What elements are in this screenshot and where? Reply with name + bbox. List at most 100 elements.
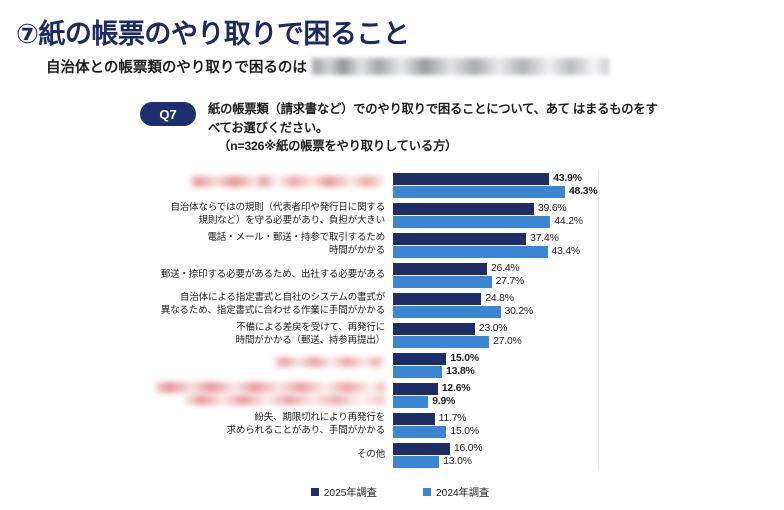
bar-2025 — [393, 232, 527, 245]
bar-2025 — [393, 262, 487, 275]
bar-row: 12.6% 9.9% — [140, 380, 660, 410]
bar-2025 — [393, 292, 482, 305]
legend-item[interactable]: 2025年調査 — [310, 484, 377, 499]
bar-value-label: 23.0% — [478, 323, 508, 335]
bar-group: 15.0% 13.8% — [393, 350, 660, 380]
chart-legend: 2025年調査 2024年調査 — [140, 484, 660, 499]
bar-row: 不備による差戻を受けて、再発行に 時間がかかる（郵送、持参再提出） 23.0% 27.… — [140, 320, 660, 350]
legend-item[interactable]: 2024年調査 — [423, 484, 489, 499]
bar-group: 39.6% 44.2% — [393, 200, 660, 230]
bar-line: 48.3% — [393, 185, 660, 198]
bar-line: 11.7% — [393, 412, 660, 425]
bar-line: 26.4% — [393, 262, 660, 275]
bar-line: 12.6% — [393, 382, 660, 395]
question-line-1: 紙の帳票類（請求書など）でのやり取りで困ることについて、あて — [208, 102, 570, 116]
bar-line: 24.8% — [393, 292, 660, 305]
bar-2025 — [393, 412, 435, 425]
bar-row: 15.0% 13.8% — [140, 350, 660, 380]
bar-row: 電話・メール・郵送・持参で取引するため 時間がかかる 37.4% 43.4% — [140, 230, 660, 260]
bar-group: 11.7% 15.0% — [393, 410, 660, 440]
bar-2025 — [393, 382, 438, 395]
bar-value-label: 15.0% — [450, 426, 479, 438]
legend-swatch-icon — [423, 487, 431, 496]
question-block: Q7 紙の帳票類（請求書など）でのやり取りで困ることについて、あて はまるものを… — [140, 92, 660, 156]
bar-2024 — [393, 185, 565, 198]
bar-2025 — [393, 442, 450, 455]
bar-line: 27.7% — [393, 275, 660, 288]
bar-group: 26.4% 27.7% — [393, 260, 660, 290]
page-title: ⑦紙の帳票のやり取りで困ること — [16, 19, 410, 49]
bar-row: 43.9% 48.3% — [140, 170, 660, 200]
bar-line: 15.0% — [393, 425, 660, 438]
bar-chart-plot: 43.9% 48.3% 自治体ならではの規則（代表者印や発行日に関する 規則など）を守… — [140, 170, 660, 471]
question-line-2: はまるものをすべてお選びください。 — [208, 102, 658, 135]
bar-2024 — [393, 305, 501, 318]
bar-line: 43.9% — [393, 172, 660, 185]
legend-label: 2024年調査 — [436, 488, 490, 500]
bar-row-label: 紛失、期限切れにより再発行を 求められることがあり、手間がかかる — [140, 412, 393, 437]
subtitle-visible-text: 自治体との帳票類のやり取りで困るのは — [46, 60, 307, 76]
bar-line: 39.6% — [393, 202, 660, 215]
bar-2024 — [393, 455, 440, 468]
legend-swatch-icon — [310, 487, 319, 496]
bar-value-label: 43.4% — [551, 246, 581, 258]
redaction-block — [273, 357, 385, 368]
bar-row: 紛失、期限切れにより再発行を 求められることがあり、手間がかかる 11.7% 15.0… — [140, 410, 660, 440]
bar-row: 自治体による指定書式と自社のシステムの書式が 異なるため、指定書式に合わせる作業に… — [140, 290, 660, 320]
bar-value-label: 43.9% — [553, 173, 582, 185]
bar-row-label-line: 紛失、期限切れにより再発行を — [254, 412, 385, 424]
bar-line: 23.0% — [393, 322, 660, 335]
question-line-3: （n=326※紙の帳票をやり取りしている方） — [218, 139, 458, 154]
bar-row: その他 16.0% 13.0% — [140, 440, 660, 470]
bar-row-label: 不備による差戻を受けて、再発行に 時間がかかる（郵送、持参再提出） — [140, 322, 393, 347]
gridline — [598, 170, 599, 471]
bar-value-label: 48.3% — [568, 186, 598, 198]
bar-row-label-line: 自治体による指定書式と自社のシステムの書式が — [180, 292, 385, 304]
redaction-block — [155, 382, 385, 394]
bar-value-label: 37.4% — [530, 233, 559, 245]
bar-value-label: 27.0% — [493, 336, 522, 348]
bar-line: 37.4% — [393, 232, 660, 245]
bar-row-label: 自治体ならではの規則（代表者印や発行日に関する 規則など）を守る必要があり、負担が… — [140, 202, 393, 227]
question-badge: Q7 — [140, 102, 196, 126]
bar-row-label-line: 郵送・捺印する必要があるため、出社する必要がある — [160, 268, 386, 280]
bar-value-label: 39.6% — [537, 203, 567, 215]
bar-2024 — [393, 215, 551, 228]
bar-2025 — [393, 172, 550, 185]
bar-row-label: 自治体による指定書式と自社のシステムの書式が 異なるため、指定書式に合わせる作業に… — [140, 292, 393, 317]
bar-2024 — [393, 275, 492, 288]
bar-2025 — [393, 202, 534, 215]
bar-group: 24.8% 30.2% — [393, 290, 660, 320]
bar-value-label: 11.7% — [438, 413, 467, 425]
bar-row-label-line: その他 — [356, 448, 385, 460]
bar-2024 — [393, 425, 447, 438]
bar-row-label: 電話・メール・郵送・持参で取引するため 時間がかかる — [140, 232, 393, 257]
bar-value-label: 24.8% — [485, 293, 514, 305]
bar-2025 — [393, 352, 447, 365]
bar-value-label: 15.0% — [450, 353, 479, 365]
bar-row-label-line: 時間がかかる — [328, 245, 385, 257]
bar-value-label: 13.8% — [446, 366, 475, 378]
bar-2024 — [393, 365, 443, 378]
bar-line: 13.0% — [393, 455, 660, 468]
bar-group: 23.0% 27.0% — [393, 320, 660, 350]
bar-group: 37.4% 43.4% — [393, 230, 660, 260]
redaction-block — [185, 395, 385, 406]
bar-line: 13.8% — [393, 365, 660, 378]
bar-group: 43.9% 48.3% — [393, 170, 660, 200]
bar-value-label: 13.0% — [443, 456, 472, 468]
bar-row-label-redacted — [140, 382, 393, 408]
bar-value-label: 44.2% — [554, 216, 583, 228]
bar-line: 44.2% — [393, 215, 660, 228]
bar-row-label: その他 — [140, 449, 393, 462]
bar-line: 27.0% — [393, 335, 660, 348]
bar-row-label-redacted — [140, 172, 393, 198]
bar-row-label-line: 不備による差戻を受けて、再発行に — [236, 322, 385, 334]
bar-row-label: 郵送・捺印する必要があるため、出社する必要がある — [140, 269, 393, 282]
bar-value-label: 9.9% — [432, 396, 456, 408]
bar-row-label-line: 自治体ならではの規則（代表者印や発行日に関する — [170, 202, 385, 214]
bar-value-label: 16.0% — [453, 443, 483, 455]
bar-line: 30.2% — [393, 305, 660, 318]
bar-line: 9.9% — [393, 395, 660, 408]
bar-line: 15.0% — [393, 352, 660, 365]
